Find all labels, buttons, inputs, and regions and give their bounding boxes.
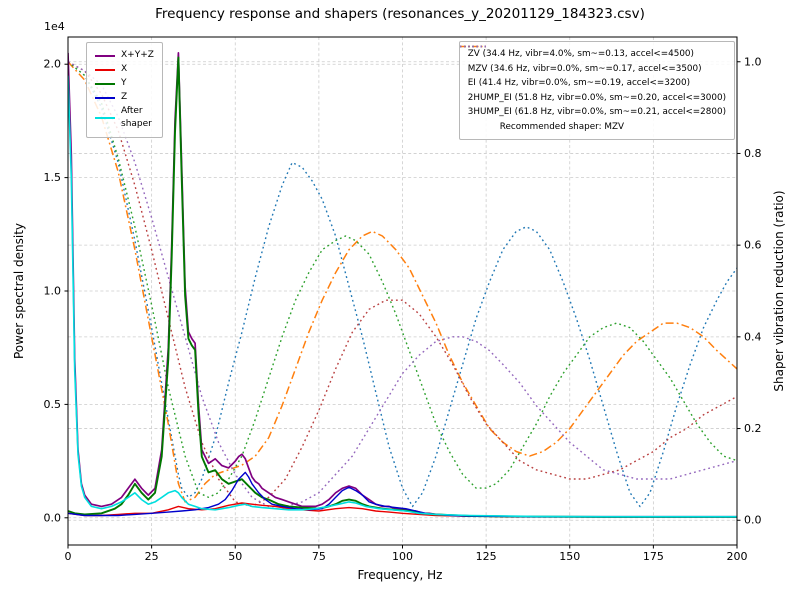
- legend-item-z: Z: [95, 91, 154, 104]
- shaper-legend: ZV (34.4 Hz, vibr=4.0%, sm~=0.13, accel<…: [458, 41, 735, 140]
- y-right-tick-label: 0.8: [744, 147, 762, 160]
- series-group: [68, 52, 737, 518]
- chart-title: Frequency response and shapers (resonanc…: [155, 6, 645, 22]
- y-left-tick-label: 1.0: [44, 285, 62, 298]
- series-mzv: [68, 61, 737, 503]
- 3hump-ei-line-swatch: [459, 45, 486, 48]
- x-axis-label: Frequency, Hz: [357, 568, 443, 582]
- y-left-tick-label: 2.0: [44, 58, 62, 71]
- y-left-axis-label: Power spectral density: [12, 222, 26, 360]
- legend-label-y: Y: [121, 78, 127, 88]
- legend-item-3hump-ei: 3HUMP_EI (61.8 Hz, vibr=0.0%, sm~=0.21, …: [459, 45, 726, 120]
- legend-item-zv: ZV (34.4 Hz, vibr=4.0%, sm~=0.13, accel<…: [459, 45, 726, 62]
- x-tick-label: 100: [392, 550, 413, 563]
- y-line-swatch: [95, 82, 115, 85]
- x-tick-label: 0: [65, 550, 72, 563]
- legend-label-after-shaper: After shaper: [121, 106, 152, 129]
- series-after-shaper: [68, 75, 737, 518]
- x-tick-label: 150: [559, 550, 580, 563]
- legend-label-mzv: MZV (34.6 Hz, vibr=0.0%, sm~=0.17, accel…: [467, 63, 702, 74]
- x-tick-label: 125: [476, 550, 497, 563]
- legend-label-xyz: X+Y+Z: [121, 50, 154, 60]
- x-tick-label: 175: [643, 550, 664, 563]
- tick-marks: [64, 61, 741, 549]
- x-tick-label: 50: [228, 550, 242, 563]
- legend-label-x: X: [121, 64, 128, 74]
- psd-legend-rows: X+Y+Z X Y Z After shaper: [95, 49, 154, 131]
- x-tick-label: 75: [312, 550, 326, 563]
- y-left-tick-label: 0.5: [44, 398, 62, 411]
- xyz-line-swatch: [95, 54, 115, 57]
- y-left-tick-label: 0.0: [44, 511, 62, 524]
- series-3hump-ei: [68, 61, 737, 508]
- legend-label-2hump-ei: 2HUMP_EI (51.8 Hz, vibr=0.0%, sm~=0.20, …: [467, 92, 726, 103]
- legend-item-mzv: MZV (34.6 Hz, vibr=0.0%, sm~=0.17, accel…: [459, 45, 726, 77]
- recommended-shaper-note: Recommended shaper: MZV: [499, 121, 625, 132]
- shaper-legend-rows: ZV (34.4 Hz, vibr=4.0%, sm~=0.13, accel<…: [459, 45, 726, 120]
- z-line-swatch: [95, 96, 115, 99]
- x-tick-label: 200: [727, 550, 748, 563]
- y-right-tick-label: 0.0: [744, 514, 762, 527]
- legend-label-ei: EI (41.4 Hz, vibr=0.0%, sm~=0.19, accel<…: [467, 78, 691, 88]
- y-axis-offset-text: 1e4: [44, 20, 65, 33]
- y-right-tick-label: 0.2: [744, 422, 762, 435]
- legend-item-2hump-ei: 2HUMP_EI (51.8 Hz, vibr=0.0%, sm~=0.20, …: [459, 45, 726, 106]
- y-left-tick-label: 1.5: [44, 171, 62, 184]
- legend-item-ei: EI (41.4 Hz, vibr=0.0%, sm~=0.19, accel<…: [459, 45, 726, 91]
- tick-labels: 0 25 50 75 100 125 150 175 200 0.0 0.5 1.0 1.5 2.0 0.0…: [44, 55, 762, 563]
- legend-item-y: Y: [95, 77, 154, 90]
- series-ei: [68, 61, 737, 498]
- legend-item-x: X: [95, 63, 154, 76]
- y-right-tick-label: 0.6: [744, 239, 762, 252]
- legend-item-after-shaper: After shaper: [95, 105, 154, 131]
- series-2hump-ei: [68, 61, 737, 508]
- legend-label-3hump-ei: 3HUMP_EI (61.8 Hz, vibr=0.0%, sm~=0.21, …: [467, 107, 726, 117]
- x-line-swatch: [95, 68, 115, 71]
- y-right-axis-label: Shaper vibration reduction (ratio): [772, 190, 786, 392]
- y-right-tick-label: 0.4: [744, 330, 762, 343]
- y-right-tick-label: 1.0: [744, 55, 762, 68]
- after-shaper-line-swatch: [95, 117, 115, 119]
- legend-item-xyz: X+Y+Z: [95, 49, 154, 62]
- psd-legend: X+Y+Z X Y Z After shaper: [86, 42, 163, 138]
- x-tick-label: 25: [145, 550, 159, 563]
- legend-label-z: Z: [121, 92, 128, 102]
- legend-label-zv: ZV (34.4 Hz, vibr=4.0%, sm~=0.13, accel<…: [467, 49, 694, 59]
